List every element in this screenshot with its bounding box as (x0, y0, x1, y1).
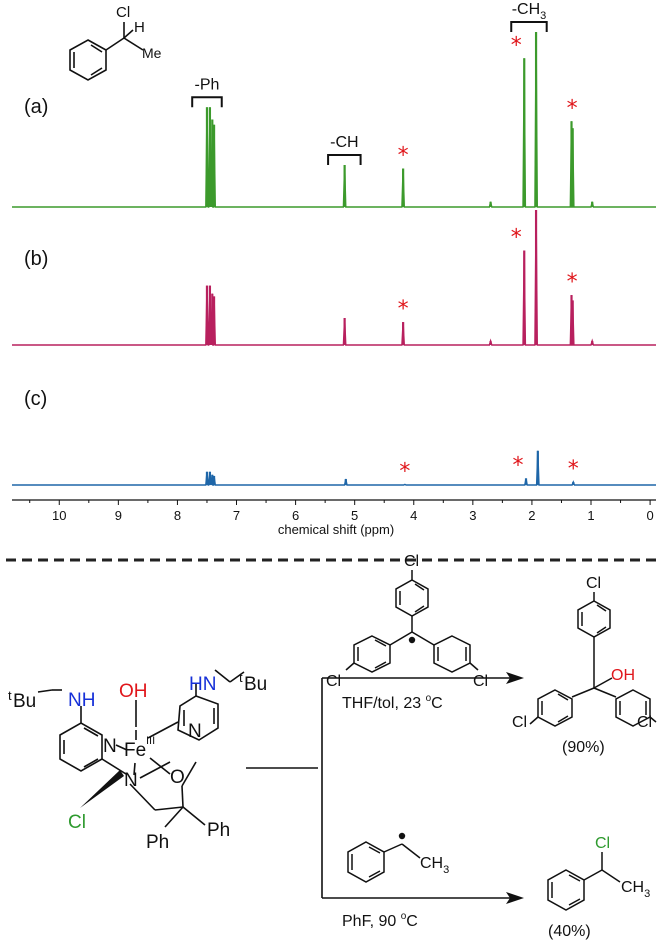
impurity-star: * (399, 459, 410, 484)
complex-o: O (170, 767, 185, 788)
impurity-star: * (511, 226, 522, 251)
group-label: -CH (330, 134, 358, 151)
x-tick-label: 0 (646, 508, 653, 523)
radical-dot-trityl (408, 636, 416, 644)
trityl-alcohol-product (529, 592, 657, 727)
group-label: -Ph (195, 76, 220, 93)
x-tick-label: 10 (52, 508, 66, 523)
complex-n-amine: N (124, 770, 138, 791)
product1-cl-right: Cl (637, 714, 652, 731)
structure-me-label: Me (142, 45, 162, 61)
impurity-star: * (398, 144, 409, 169)
impurity-star: * (511, 33, 522, 58)
x-tick-label: 5 (351, 508, 358, 523)
radical-dot-phenylethyl (398, 832, 406, 840)
yield-2: (40%) (548, 923, 591, 940)
group-bracket (191, 96, 223, 108)
impurity-star: * (398, 297, 409, 322)
x-axis-label: chemical shift (ppm) (278, 522, 394, 537)
chloroethylbenzene-product (547, 852, 621, 911)
wedge-bond-cl (80, 770, 124, 808)
complex-ph-left: Ph (146, 832, 169, 853)
iron-complex-structure (37, 669, 245, 828)
impurity-star: * (513, 453, 524, 478)
complex-t-superscript-left: t (8, 688, 12, 703)
phenylethyl-radical-reagent (347, 841, 421, 883)
product2-cl: Cl (595, 835, 610, 852)
reagent1-cl-right: Cl (473, 673, 488, 690)
complex-nh-left: NH (68, 690, 95, 711)
complex-n-left-pyridine: N (103, 736, 117, 757)
product1-cl-left: Cl (512, 714, 527, 731)
x-tick-label: 1 (587, 508, 594, 523)
arrow-head-top (506, 672, 524, 684)
spectrum-trace (12, 209, 656, 346)
x-tick-label: 6 (292, 508, 299, 523)
spectrum-trace (12, 450, 656, 486)
group-bracket (510, 21, 548, 32)
group-label: -CH3 (512, 1, 547, 22)
product1-oh: OH (611, 667, 635, 684)
x-axis: 10 9 8 7 6 5 4 3 2 1 0 (12, 499, 656, 523)
x-tick-label: 4 (410, 508, 417, 523)
complex-ph-right: Ph (207, 820, 230, 841)
spectrum-trace (12, 31, 656, 208)
product2-ch3: CH3 (621, 879, 650, 900)
trityl-radical-reagent (345, 570, 479, 673)
chloroethylbenzene-structure (69, 22, 144, 81)
complex-oh: OH (119, 681, 148, 702)
impurity-star: * (567, 96, 578, 121)
arrow-head-bottom (506, 892, 524, 904)
reaction-scheme: t Bu NH OH HN t Bu N N Fe III N O Cl Ph … (8, 553, 657, 940)
spectrum-label: (b) (24, 248, 48, 270)
condition-1: THF/tol, 23 oC (342, 693, 443, 712)
complex-t-superscript-right: t (239, 670, 243, 685)
reagent2-ch3: CH3 (420, 855, 449, 876)
impurity-star: * (567, 270, 578, 295)
reaction-arrows (246, 677, 512, 899)
x-tick-label: 8 (174, 508, 181, 523)
complex-nh-right: HN (189, 674, 216, 695)
x-tick-label: 9 (115, 508, 122, 523)
complex-fe: Fe (124, 740, 146, 761)
product1-cl-top: Cl (586, 575, 601, 592)
x-tick-label: 3 (469, 508, 476, 523)
structure-cl-label: Cl (116, 4, 130, 21)
impurity-star: * (568, 457, 579, 482)
complex-tbu-left: Bu (13, 691, 36, 712)
spectrum-label: (c) (24, 388, 47, 410)
x-tick-label: 7 (233, 508, 240, 523)
yield-1: (90%) (562, 739, 605, 756)
group-bracket (327, 154, 362, 165)
nmr-spectra: Cl H Me (a)***-Ph-CH-CH3(b)***(c)* * * 10 9… (12, 1, 656, 537)
x-tick-label: 2 (528, 508, 535, 523)
complex-tbu-right: Bu (244, 674, 267, 695)
complex-n-right-pyridine: N (188, 721, 202, 742)
spectrum-label: (a) (24, 96, 48, 118)
complex-cl: Cl (68, 812, 86, 833)
structure-h-label: H (134, 19, 145, 36)
complex-fe-oxidation-state: III (146, 735, 155, 747)
condition-2: PhF, 90 oC (342, 911, 418, 930)
reagent1-cl-top: Cl (404, 553, 419, 570)
reagent1-cl-left: Cl (326, 673, 341, 690)
